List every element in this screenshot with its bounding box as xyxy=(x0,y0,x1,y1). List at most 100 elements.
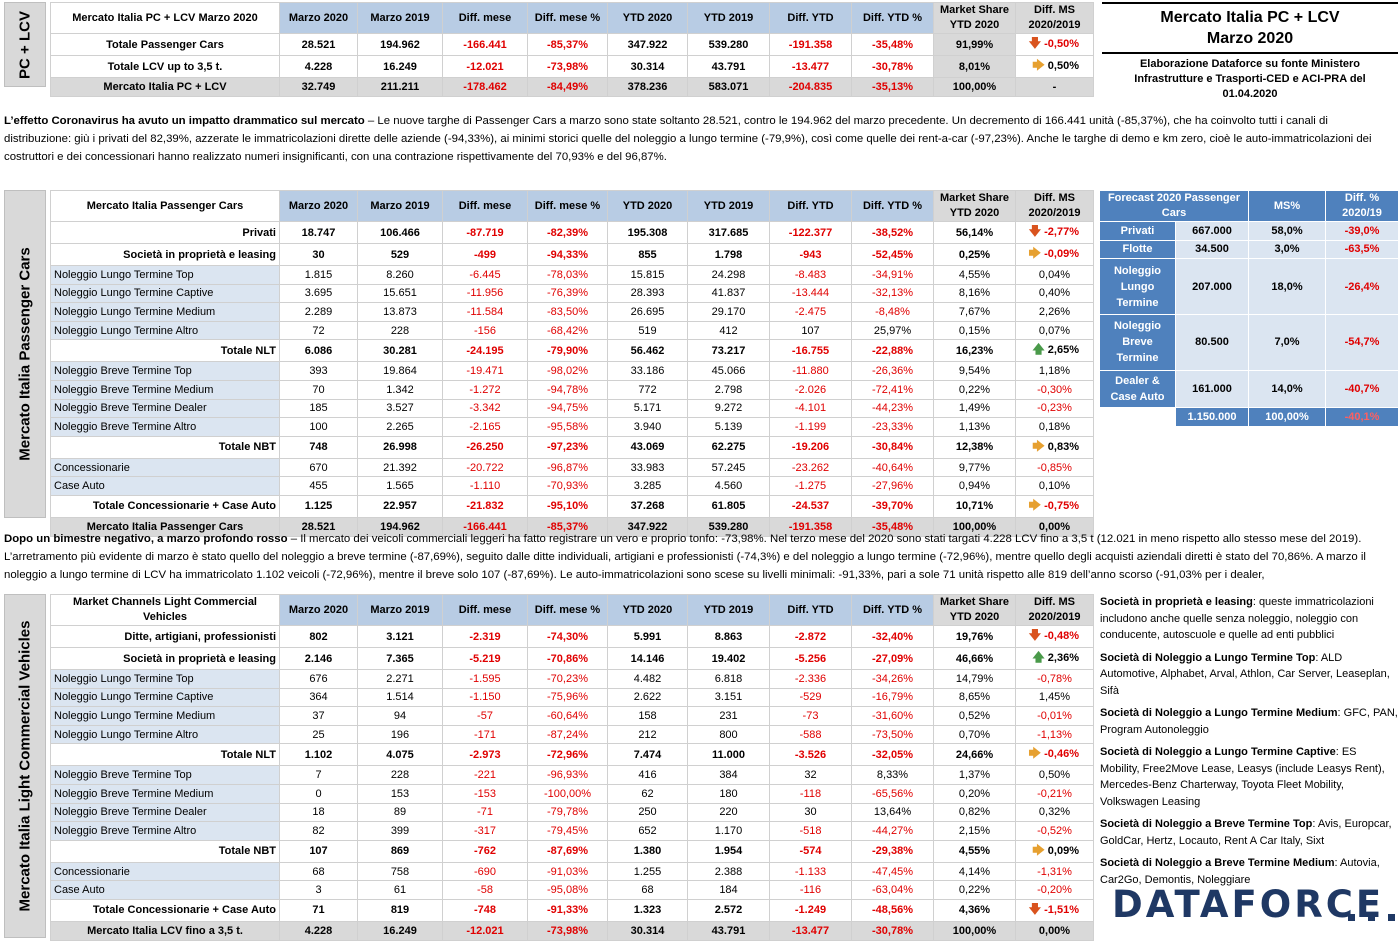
forecast-row: Flotte 34.500 3,0% -63,5% xyxy=(1099,239,1400,260)
cell: 100,00% xyxy=(933,516,1016,537)
row-label: Noleggio Lungo Termine Top xyxy=(50,669,280,689)
cell: 670 xyxy=(279,457,358,478)
cell: 56,14% xyxy=(933,221,1016,244)
cell: -82,39% xyxy=(527,221,608,244)
cell: 153 xyxy=(357,783,443,804)
cell: 185 xyxy=(279,398,358,419)
cell: 317.685 xyxy=(687,221,770,244)
cell: -27,09% xyxy=(851,647,934,670)
header-row: Mercato Italia Passenger Cars Marzo 2020 M… xyxy=(50,190,1094,222)
cell: 4.228 xyxy=(279,920,358,941)
cell: -26.250 xyxy=(442,435,528,459)
cell: 184 xyxy=(687,880,770,900)
cell: -95,58% xyxy=(527,417,608,437)
cell: 32.749 xyxy=(279,77,358,97)
cell: 539.280 xyxy=(687,33,770,56)
cell: 2.572 xyxy=(687,898,770,922)
cell: 🡇 -2,77% xyxy=(1015,221,1094,244)
cell: 0,04% xyxy=(1015,265,1094,285)
report-header: Mercato Italia PC + LCV Marzo 2020 Elabo… xyxy=(1102,2,1398,102)
cell: 32 xyxy=(769,765,852,785)
cell: 220 xyxy=(687,802,770,823)
cell: - xyxy=(1015,77,1094,97)
cell: 855 xyxy=(607,243,688,266)
column-header: Diff. MS 2020/2019 xyxy=(1015,594,1094,626)
cell: -0,78% xyxy=(1015,669,1094,689)
cell: -32,40% xyxy=(851,625,934,648)
cell: 212 xyxy=(607,724,688,745)
table-row: Società in proprietà e leasing 30 529 -499-… xyxy=(50,243,1094,266)
row-label: Noleggio Breve Termine Medium xyxy=(50,783,280,804)
cell: 0,52% xyxy=(933,706,1016,726)
cell: 30 xyxy=(279,243,358,266)
cell: -762 xyxy=(442,839,528,863)
column-header: YTD 2020 xyxy=(607,2,688,34)
cell: 37 xyxy=(279,706,358,726)
cell: -73,50% xyxy=(851,724,934,745)
table-row: Noleggio Breve Termine Medium 0 153 -153 -10… xyxy=(50,783,1094,804)
cell: -26,36% xyxy=(851,361,934,381)
dataforce-logo: DATAFORCE xyxy=(1112,883,1395,926)
column-header: YTD 2019 xyxy=(687,2,770,34)
row-label: Noleggio Breve Termine Dealer xyxy=(50,398,280,419)
cell: 3.121 xyxy=(357,625,443,648)
cell: 2.798 xyxy=(687,379,770,400)
row-label: Concessionarie xyxy=(50,861,280,882)
note-item: Società di Noleggio a Lungo Termine Top:… xyxy=(1100,651,1390,697)
cell: 18 xyxy=(279,802,358,823)
cell: -71 xyxy=(442,802,528,823)
row-label: Noleggio Breve Termine Top xyxy=(50,765,280,785)
cell: 2,26% xyxy=(1015,302,1094,322)
table-row: Noleggio Lungo Termine Altro 25 196 -171 -87… xyxy=(50,724,1094,745)
cell: 1,37% xyxy=(933,765,1016,785)
cell: -0,01% xyxy=(1015,706,1094,726)
cell: -91,33% xyxy=(527,898,608,922)
cell: -24.537 xyxy=(769,494,852,518)
cell: 🡇 -0,48% xyxy=(1015,625,1094,648)
cell: -11.880 xyxy=(769,361,852,381)
cell: 529 xyxy=(357,243,443,266)
row-label: Noleggio Breve Termine Top xyxy=(50,361,280,381)
column-header: Diff. mese xyxy=(442,594,528,626)
cell: 6.818 xyxy=(687,669,770,689)
cell: 9.272 xyxy=(687,398,770,419)
cell: -8,48% xyxy=(851,302,934,322)
cell: -47,45% xyxy=(851,861,934,882)
column-header: Diff. YTD xyxy=(769,594,852,626)
cell: -204.835 xyxy=(769,77,852,97)
cell: 62 xyxy=(607,783,688,804)
cell: -100,00% xyxy=(527,783,608,804)
cell: 3.151 xyxy=(687,687,770,708)
cell: 9,77% xyxy=(933,457,1016,478)
cell: 250 xyxy=(607,802,688,823)
column-header: YTD 2020 xyxy=(607,594,688,626)
cell: -529 xyxy=(769,687,852,708)
cell: -84,49% xyxy=(527,77,608,97)
row-label: Noleggio Lungo Termine Top xyxy=(50,265,280,285)
cell: 30.314 xyxy=(607,920,688,941)
cell: -73 xyxy=(769,706,852,726)
side-label-pc-lcv: PC + LCV xyxy=(4,2,46,87)
row-label: Noleggio Breve Termine Altro xyxy=(50,821,280,841)
cell: 28.521 xyxy=(279,516,358,537)
cell: 158 xyxy=(607,706,688,726)
cell: -98,02% xyxy=(527,361,608,381)
cell: 15.815 xyxy=(607,265,688,285)
table-row: Privati 18.747 106.466 -87.719 -82,39% 195.30… xyxy=(50,221,1094,244)
table-row: Noleggio Breve Termine Altro 100 2.265 -2.1… xyxy=(50,417,1094,437)
cell: 37.268 xyxy=(607,494,688,518)
cell: -574 xyxy=(769,839,852,863)
column-header: Diff. MS 2020/2019 xyxy=(1015,190,1094,222)
row-label: Totale Concessionarie + Case Auto xyxy=(50,494,280,518)
cell: 1.170 xyxy=(687,821,770,841)
table-title: Mercato Italia Passenger Cars xyxy=(50,190,280,222)
cell: 347.922 xyxy=(607,516,688,537)
cell: -3.526 xyxy=(769,743,852,767)
arrow-down-icon: 🡇 xyxy=(1028,628,1042,642)
cell: -748 xyxy=(442,898,528,922)
cell: 30.314 xyxy=(607,55,688,78)
cell: 🡆 0,09% xyxy=(1015,839,1094,863)
cell: -2.026 xyxy=(769,379,852,400)
cell: 211.211 xyxy=(357,77,443,97)
note-item: Società di Noleggio a Breve Termine Top:… xyxy=(1100,818,1392,847)
